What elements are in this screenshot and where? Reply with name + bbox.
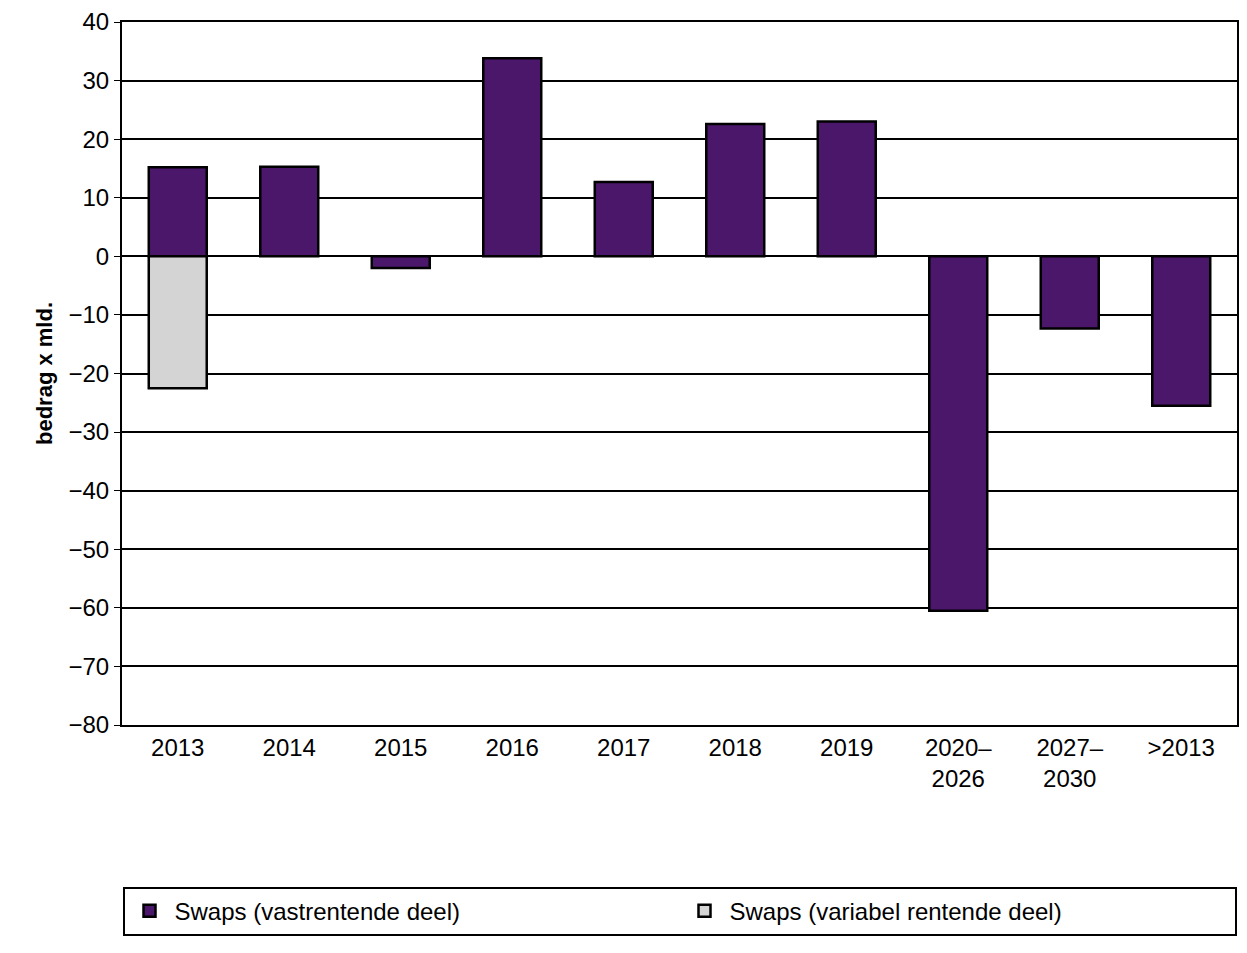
svg-text:40: 40	[82, 8, 109, 35]
svg-text:−20: −20	[68, 360, 109, 387]
svg-text:2017: 2017	[597, 734, 650, 761]
svg-text:−10: −10	[68, 301, 109, 328]
svg-text:20: 20	[82, 126, 109, 153]
svg-text:−70: −70	[68, 653, 109, 680]
svg-text:−60: −60	[68, 594, 109, 621]
svg-text:2020–2026: 2020–2026	[925, 734, 992, 792]
svg-text:2013: 2013	[151, 734, 204, 761]
svg-text:−30: −30	[68, 418, 109, 445]
svg-text:30: 30	[82, 67, 109, 94]
svg-text:0: 0	[96, 243, 109, 270]
svg-text:2019: 2019	[820, 734, 873, 761]
svg-text:−40: −40	[68, 477, 109, 504]
svg-text:−50: −50	[68, 536, 109, 563]
svg-text:Swaps (vastrentende deel): Swaps (vastrentende deel)	[175, 898, 461, 925]
svg-text:Swaps (variabel rentende deel): Swaps (variabel rentende deel)	[730, 898, 1062, 925]
svg-text:2014: 2014	[263, 734, 316, 761]
svg-text:−80: −80	[68, 711, 109, 738]
svg-text:>2013: >2013	[1148, 734, 1215, 761]
svg-text:2015: 2015	[374, 734, 427, 761]
svg-text:2016: 2016	[486, 734, 539, 761]
svg-text:bedrag x mld.: bedrag x mld.	[32, 302, 57, 445]
svg-text:10: 10	[82, 184, 109, 211]
svg-text:2027–2030: 2027–2030	[1036, 734, 1103, 792]
svg-text:2018: 2018	[709, 734, 762, 761]
